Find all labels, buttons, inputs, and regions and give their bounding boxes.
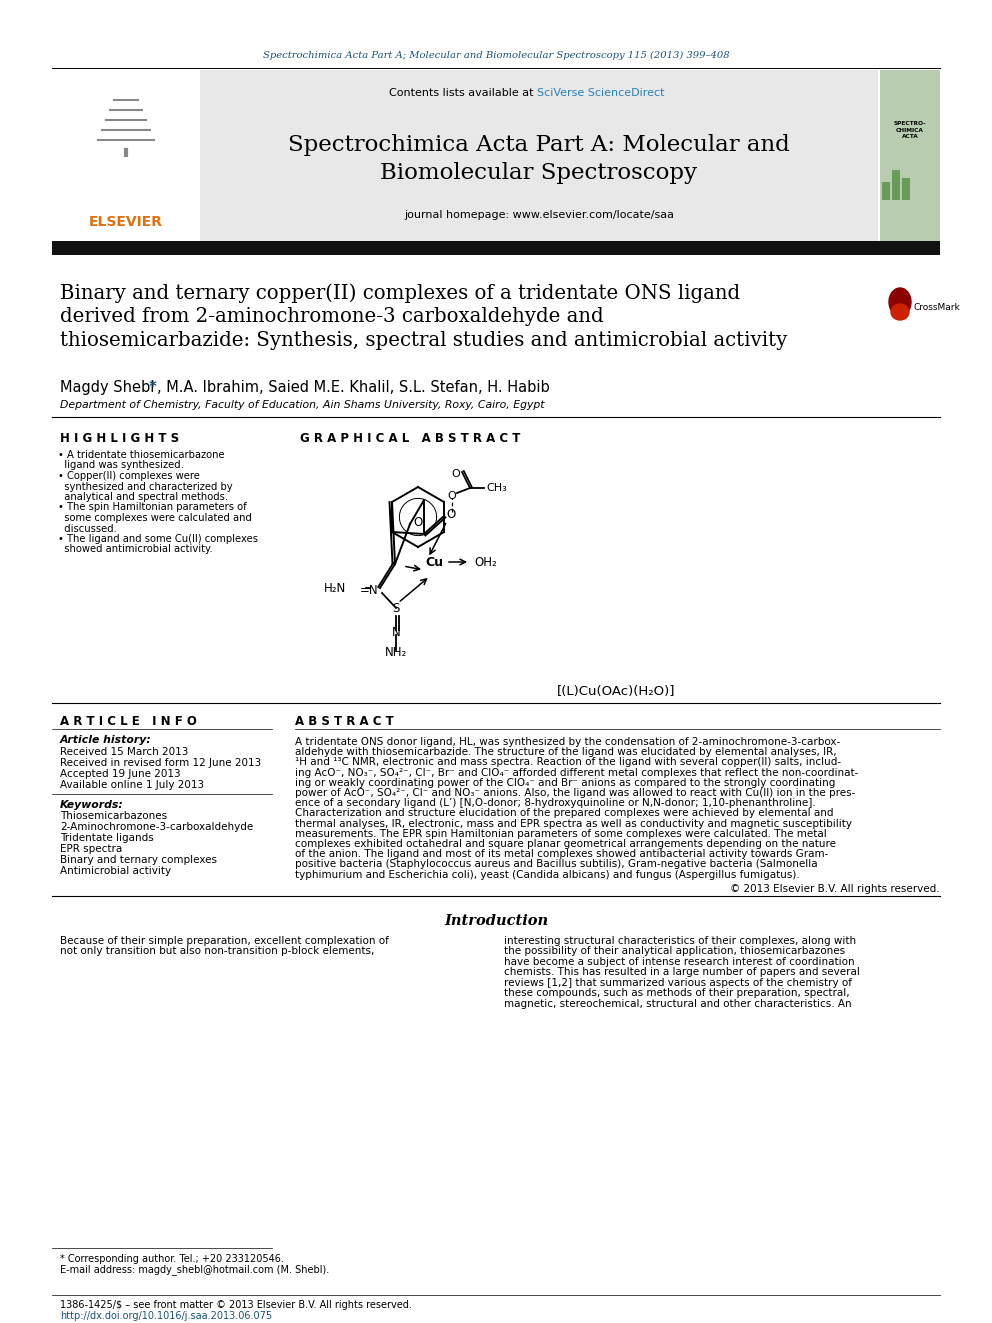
Bar [892, 169, 900, 200]
Text: Magdy Shebl: Magdy Shebl [60, 380, 155, 396]
Text: =N: =N [359, 583, 378, 597]
Bar [882, 183, 890, 200]
Text: Department of Chemistry, Faculty of Education, Ain Shams University, Roxy, Cairo: Department of Chemistry, Faculty of Educ… [60, 400, 545, 410]
Text: these compounds, such as methods of their preparation, spectral,: these compounds, such as methods of thei… [504, 988, 849, 999]
Text: Biomolecular Spectroscopy: Biomolecular Spectroscopy [381, 161, 697, 184]
Text: Keywords:: Keywords: [60, 800, 124, 810]
Text: N: N [392, 626, 401, 639]
Text: , M.A. Ibrahim, Saied M.E. Khalil, S.L. Stefan, H. Habib: , M.A. Ibrahim, Saied M.E. Khalil, S.L. … [157, 380, 550, 396]
Text: O: O [413, 516, 423, 528]
Text: CH₃: CH₃ [486, 483, 507, 493]
Text: Thiosemicarbazones: Thiosemicarbazones [60, 811, 167, 822]
Text: A tridentate ONS donor ligand, HL, was synthesized by the condensation of 2-amin: A tridentate ONS donor ligand, HL, was s… [295, 737, 840, 747]
Text: aldehyde with thiosemicarbazide. The structure of the ligand was elucidated by e: aldehyde with thiosemicarbazide. The str… [295, 747, 836, 757]
Text: synthesized and characterized by: synthesized and characterized by [58, 482, 233, 492]
Text: measurements. The EPR spin Hamiltonian parameters of some complexes were calcula: measurements. The EPR spin Hamiltonian p… [295, 828, 826, 839]
Text: O: O [446, 508, 455, 521]
Text: Accepted 19 June 2013: Accepted 19 June 2013 [60, 769, 181, 779]
Text: Introduction: Introduction [444, 914, 548, 927]
Text: A R T I C L E   I N F O: A R T I C L E I N F O [60, 714, 196, 728]
Text: Tridentate ligands: Tridentate ligands [60, 833, 154, 843]
Text: power of AcO⁻, SO₄²⁻, Cl⁻ and NO₃⁻ anions. Also, the ligand was allowed to react: power of AcO⁻, SO₄²⁻, Cl⁻ and NO₃⁻ anion… [295, 789, 855, 798]
Text: ing AcO⁻, NO₃⁻, SO₄²⁻, Cl⁻, Br⁻ and ClO₄⁻ afforded different metal complexes tha: ing AcO⁻, NO₃⁻, SO₄²⁻, Cl⁻, Br⁻ and ClO₄… [295, 767, 858, 778]
Text: have become a subject of intense research interest of coordination: have become a subject of intense researc… [504, 957, 855, 967]
Text: ing or weakly coordinating power of the ClO₄⁻ and Br⁻ anions as compared to the : ing or weakly coordinating power of the … [295, 778, 835, 787]
Text: showed antimicrobial activity.: showed antimicrobial activity. [58, 545, 212, 554]
Text: thiosemicarbazide: Synthesis, spectral studies and antimicrobial activity: thiosemicarbazide: Synthesis, spectral s… [60, 331, 788, 351]
Text: http://dx.doi.org/10.1016/j.saa.2013.06.075: http://dx.doi.org/10.1016/j.saa.2013.06.… [60, 1311, 272, 1320]
Text: typhimurium and Escherichia coli), yeast (Candida albicans) and fungus (Aspergil: typhimurium and Escherichia coli), yeast… [295, 869, 800, 880]
Text: A B S T R A C T: A B S T R A C T [295, 714, 394, 728]
Text: [(L)Cu(OAc)(H₂O)]: [(L)Cu(OAc)(H₂O)] [557, 685, 676, 699]
Text: 2-Aminochromone-3-carboxaldehyde: 2-Aminochromone-3-carboxaldehyde [60, 822, 253, 832]
Text: H I G H L I G H T S: H I G H L I G H T S [60, 433, 180, 445]
Text: • Copper(II) complexes were: • Copper(II) complexes were [58, 471, 199, 482]
Text: CrossMark: CrossMark [914, 303, 960, 312]
Bar [52, 241, 940, 255]
Text: derived from 2-aminochromone-3 carboxaldehyde and: derived from 2-aminochromone-3 carboxald… [60, 307, 603, 325]
Text: SciVerse ScienceDirect: SciVerse ScienceDirect [537, 89, 665, 98]
Text: Because of their simple preparation, excellent complexation of: Because of their simple preparation, exc… [60, 935, 389, 946]
Bar [52, 70, 200, 242]
Text: Antimicrobial activity: Antimicrobial activity [60, 867, 172, 876]
Text: Binary and ternary complexes: Binary and ternary complexes [60, 855, 217, 865]
Text: EPR spectra: EPR spectra [60, 844, 122, 855]
Ellipse shape [891, 304, 909, 320]
Text: magnetic, stereochemical, structural and other characteristics. An: magnetic, stereochemical, structural and… [504, 999, 851, 1009]
Text: O: O [451, 468, 460, 479]
Text: *: * [144, 380, 157, 396]
Text: ence of a secondary ligand (L’) [N,O-donor; 8-hydroxyquinoline or N,N-donor; 1,1: ence of a secondary ligand (L’) [N,O-don… [295, 798, 815, 808]
Text: analytical and spectral methods.: analytical and spectral methods. [58, 492, 228, 501]
Text: interesting structural characteristics of their complexes, along with: interesting structural characteristics o… [504, 935, 856, 946]
Text: positive bacteria (Staphylococcus aureus and Bacillus subtilis), Gram-negative b: positive bacteria (Staphylococcus aureus… [295, 860, 817, 869]
Bar [200, 70, 878, 242]
Text: O: O [447, 491, 456, 501]
Bar [902, 179, 910, 200]
Text: * Corresponding author. Tel.; +20 233120546.: * Corresponding author. Tel.; +20 233120… [60, 1254, 284, 1263]
Ellipse shape [889, 288, 911, 316]
Text: OH₂: OH₂ [474, 556, 497, 569]
Text: G R A P H I C A L   A B S T R A C T: G R A P H I C A L A B S T R A C T [300, 433, 521, 445]
Text: NH₂: NH₂ [385, 646, 407, 659]
Text: • The ligand and some Cu(II) complexes: • The ligand and some Cu(II) complexes [58, 534, 258, 544]
Text: reviews [1,2] that summarized various aspects of the chemistry of: reviews [1,2] that summarized various as… [504, 978, 852, 988]
Text: • A tridentate thiosemicarbazone: • A tridentate thiosemicarbazone [58, 450, 224, 460]
Text: 1386-1425/$ – see front matter © 2013 Elsevier B.V. All rights reserved.: 1386-1425/$ – see front matter © 2013 El… [60, 1301, 412, 1310]
Text: ¹H and ¹³C NMR, electronic and mass spectra. Reaction of the ligand with several: ¹H and ¹³C NMR, electronic and mass spec… [295, 757, 841, 767]
Text: Characterization and structure elucidation of the prepared complexes were achiev: Characterization and structure elucidati… [295, 808, 833, 819]
Text: Received in revised form 12 June 2013: Received in revised form 12 June 2013 [60, 758, 261, 767]
Text: • The spin Hamiltonian parameters of: • The spin Hamiltonian parameters of [58, 503, 247, 512]
Text: Received 15 March 2013: Received 15 March 2013 [60, 747, 188, 757]
Text: Binary and ternary copper(II) complexes of a tridentate ONS ligand: Binary and ternary copper(II) complexes … [60, 283, 740, 303]
Bar [880, 70, 940, 242]
Text: E-mail address: magdy_shebl@hotmail.com (M. Shebl).: E-mail address: magdy_shebl@hotmail.com … [60, 1263, 329, 1275]
Text: SPECTRO-
CHIMICA
ACTA: SPECTRO- CHIMICA ACTA [894, 122, 927, 139]
Text: ligand was synthesized.: ligand was synthesized. [58, 460, 184, 471]
Text: ELSEVIER: ELSEVIER [89, 216, 163, 229]
Text: journal homepage: www.elsevier.com/locate/saa: journal homepage: www.elsevier.com/locat… [404, 210, 674, 220]
Text: Spectrochimica Acta Part A; Molecular and Biomolecular Spectroscopy 115 (2013) 3: Spectrochimica Acta Part A; Molecular an… [263, 50, 729, 60]
Text: Available online 1 July 2013: Available online 1 July 2013 [60, 781, 204, 790]
Text: of the anion. The ligand and most of its metal complexes showed antibacterial ac: of the anion. The ligand and most of its… [295, 849, 828, 859]
Text: Article history:: Article history: [60, 736, 152, 745]
Text: discussed.: discussed. [58, 524, 117, 533]
Text: S: S [392, 602, 400, 615]
Text: complexes exhibited octahedral and square planar geometrical arrangements depend: complexes exhibited octahedral and squar… [295, 839, 836, 849]
Text: thermal analyses, IR, electronic, mass and EPR spectra as well as conductivity a: thermal analyses, IR, electronic, mass a… [295, 819, 852, 828]
Text: © 2013 Elsevier B.V. All rights reserved.: © 2013 Elsevier B.V. All rights reserved… [730, 884, 940, 894]
Text: H₂N: H₂N [323, 582, 346, 594]
Text: chemists. This has resulted in a large number of papers and several: chemists. This has resulted in a large n… [504, 967, 860, 978]
Text: the possibility of their analytical application, thiosemicarbazones: the possibility of their analytical appl… [504, 946, 845, 957]
Text: Cu: Cu [425, 556, 443, 569]
Text: some complexes were calculated and: some complexes were calculated and [58, 513, 252, 523]
Text: Contents lists available at: Contents lists available at [389, 89, 537, 98]
Text: Spectrochimica Acta Part A: Molecular and: Spectrochimica Acta Part A: Molecular an… [288, 134, 790, 156]
Text: not only transition but also non-transition p-block elements,: not only transition but also non-transit… [60, 946, 374, 957]
